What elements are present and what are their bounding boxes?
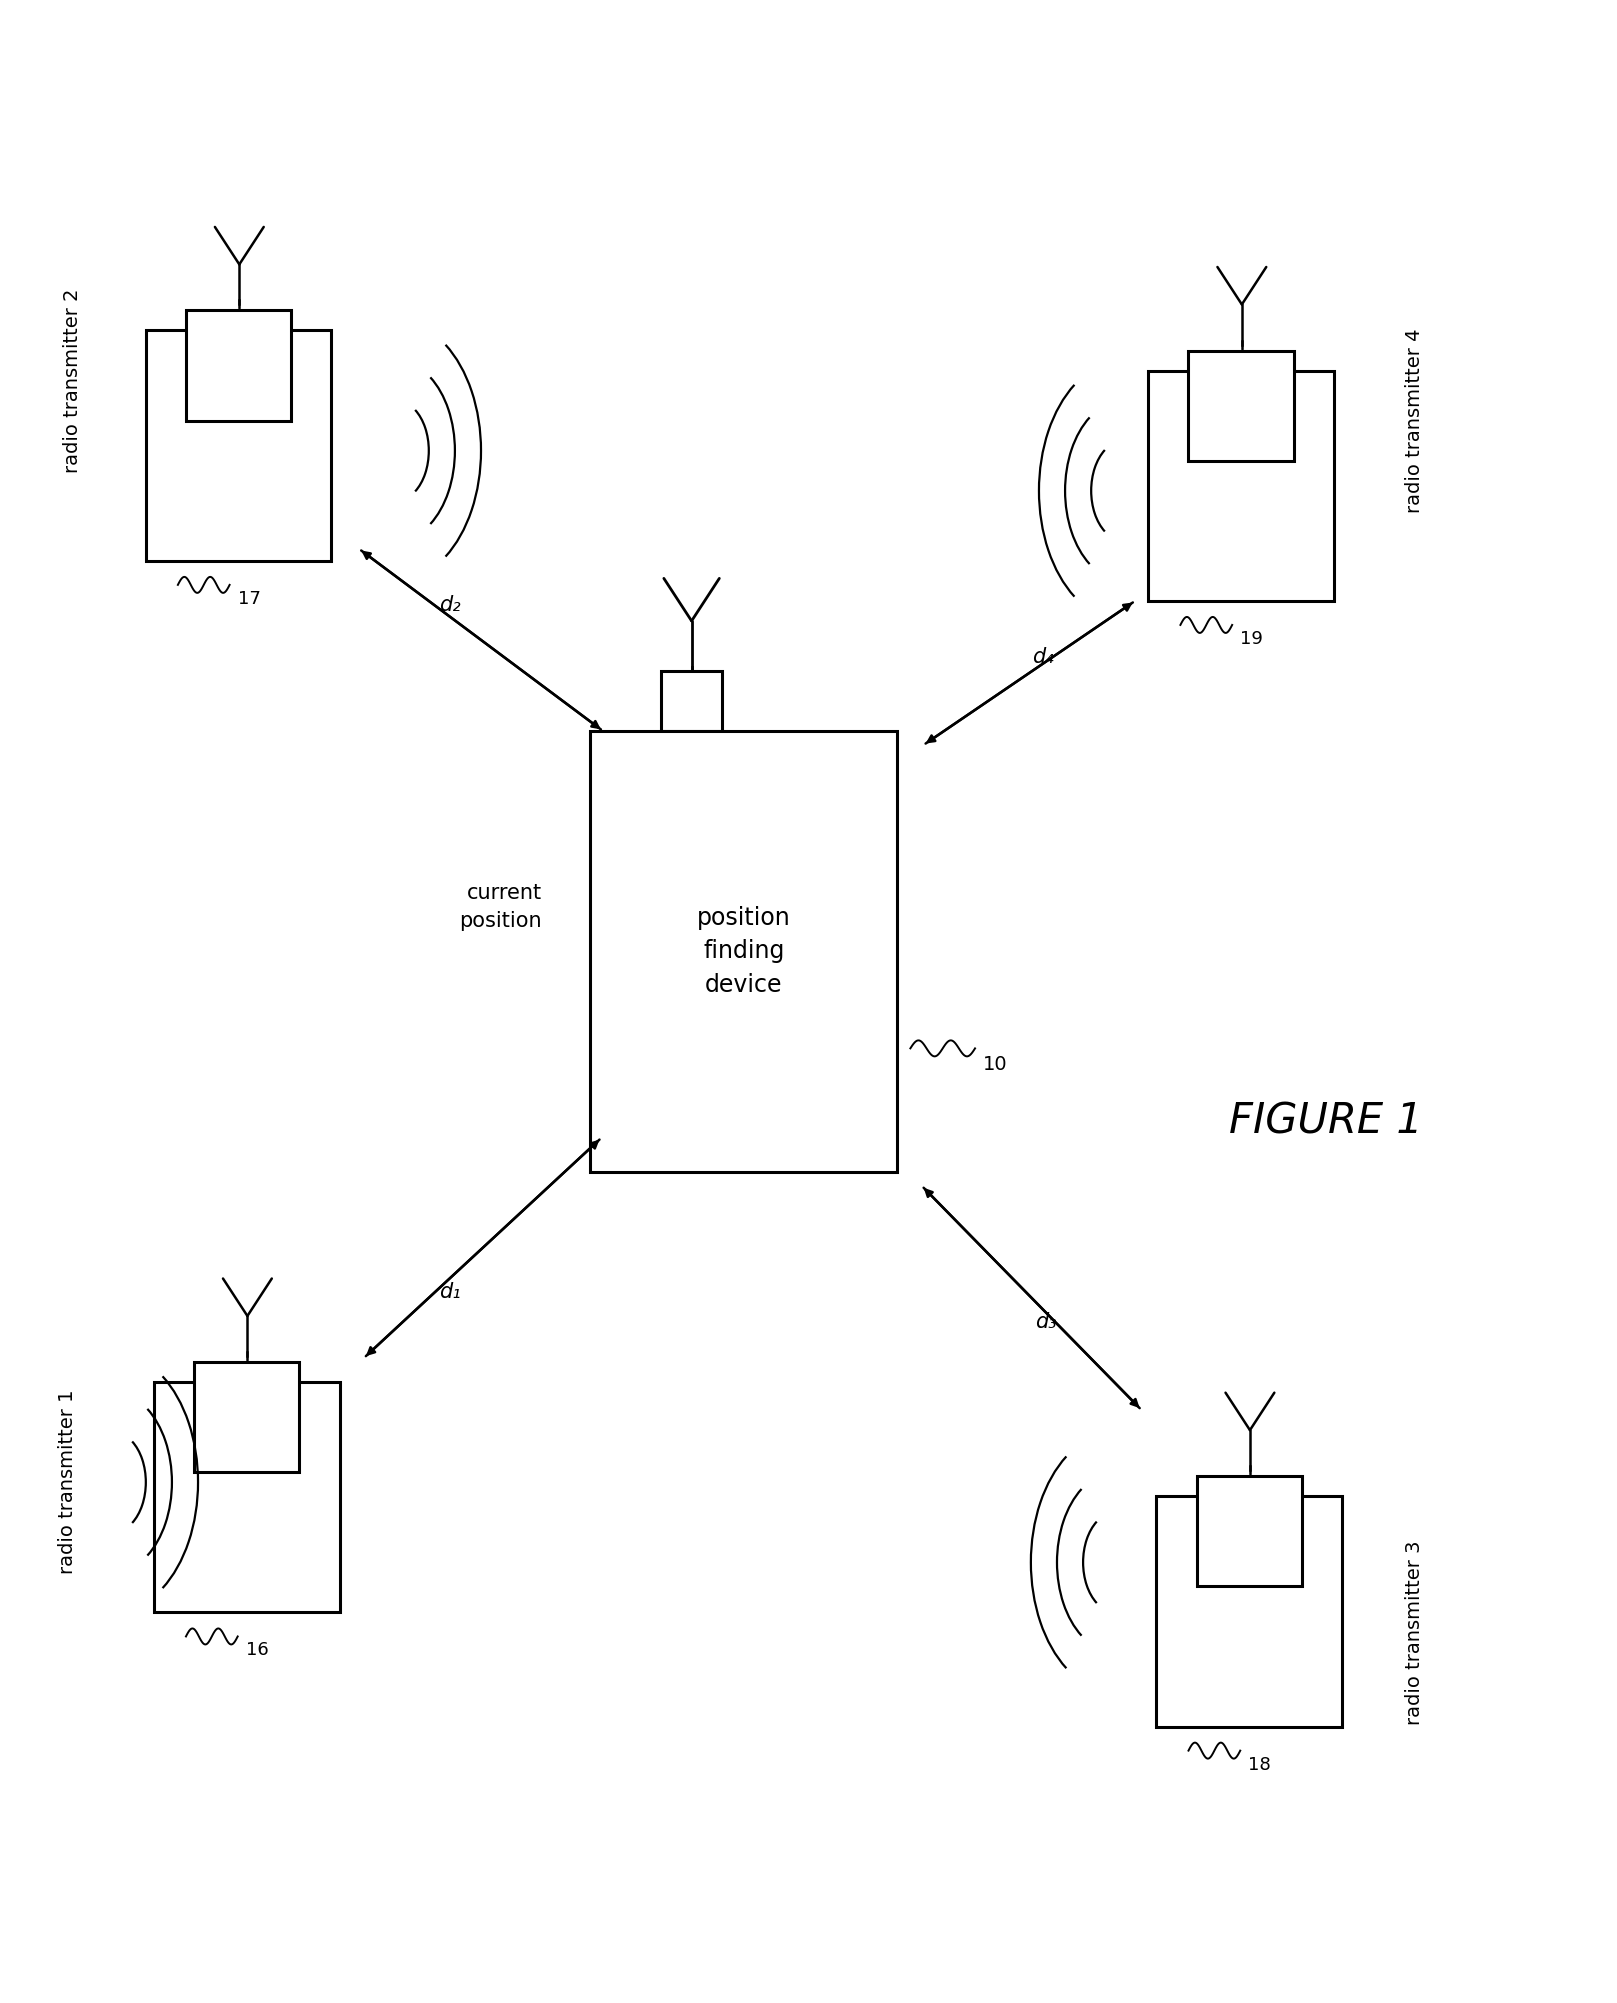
Bar bbox=[1197, 1476, 1302, 1586]
Text: 17: 17 bbox=[238, 591, 260, 607]
Text: radio transmitter 4: radio transmitter 4 bbox=[1405, 328, 1425, 513]
Text: d₁: d₁ bbox=[438, 1282, 461, 1302]
Text: 10: 10 bbox=[983, 1056, 1007, 1074]
Bar bbox=[146, 330, 331, 561]
Bar bbox=[661, 671, 723, 731]
Bar bbox=[1148, 371, 1334, 601]
Text: 18: 18 bbox=[1248, 1757, 1271, 1773]
Bar bbox=[1156, 1496, 1342, 1727]
Bar bbox=[1188, 351, 1294, 461]
Text: 16: 16 bbox=[246, 1642, 268, 1658]
Bar bbox=[194, 1362, 299, 1472]
Text: radio transmitter 3: radio transmitter 3 bbox=[1405, 1540, 1425, 1725]
Bar bbox=[186, 310, 291, 421]
Text: d₂: d₂ bbox=[438, 595, 461, 615]
Text: d₃: d₃ bbox=[1035, 1312, 1058, 1332]
Bar bbox=[154, 1382, 340, 1612]
Bar bbox=[590, 731, 897, 1172]
Text: position
finding
device: position finding device bbox=[697, 905, 791, 997]
Text: radio transmitter 2: radio transmitter 2 bbox=[63, 288, 82, 473]
Text: d₄: d₄ bbox=[1032, 647, 1054, 667]
Text: radio transmitter 1: radio transmitter 1 bbox=[58, 1390, 78, 1574]
Text: FIGURE 1: FIGURE 1 bbox=[1229, 1102, 1423, 1142]
Text: 19: 19 bbox=[1240, 631, 1263, 647]
Text: current
position: current position bbox=[459, 883, 542, 931]
